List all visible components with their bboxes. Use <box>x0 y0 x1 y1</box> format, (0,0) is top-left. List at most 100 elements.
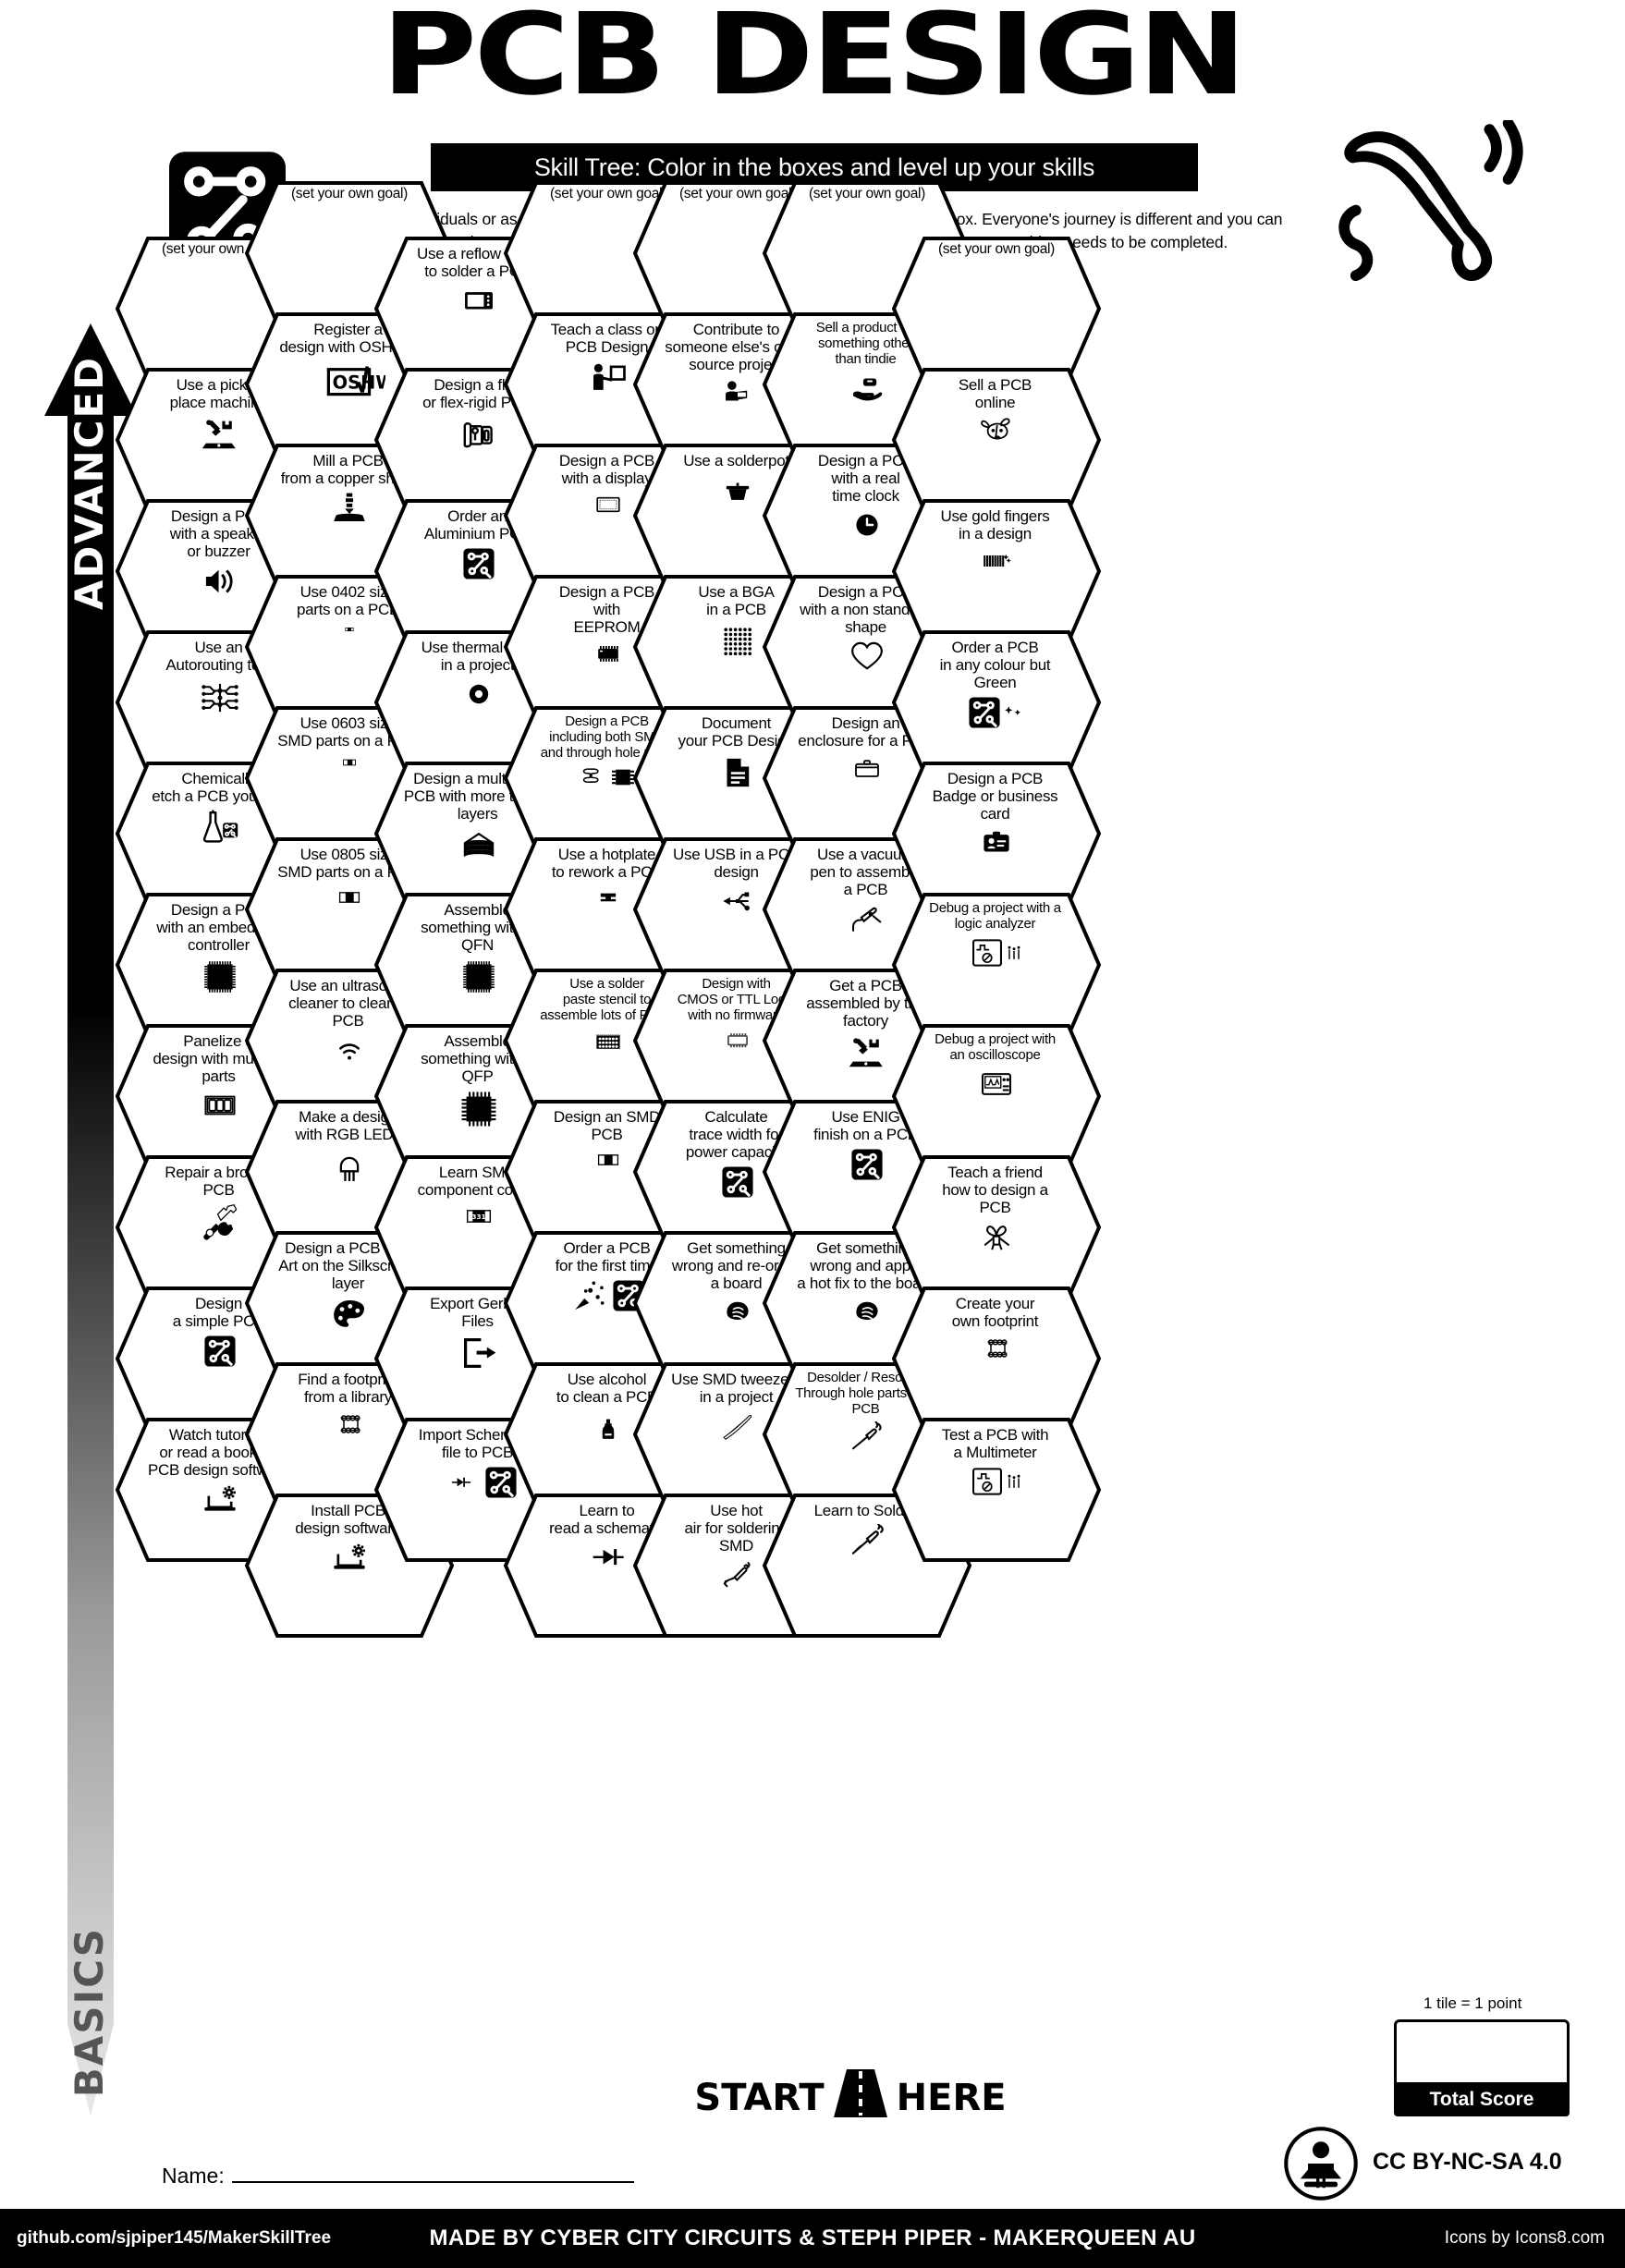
skill-tile[interactable]: Test a PCB with a Multimeter <box>891 1417 1102 1563</box>
skill-tile-line: and through hole parts <box>540 744 674 761</box>
oshw-logo-icon: OSHW <box>313 360 385 399</box>
svg-text:331: 331 <box>471 1213 485 1221</box>
skill-tile-label: Debug a project with a logic analyzer <box>915 900 1076 933</box>
skill-tile[interactable]: Create your own footprint <box>891 1286 1102 1432</box>
skill-tile-line: Use 0805 size <box>299 846 397 863</box>
skill-tile-line: own footprint <box>951 1312 1039 1331</box>
skill-tile-label: Design a simple PCB <box>139 1295 299 1330</box>
skill-tile-line: or flex-rigid PCB <box>422 394 532 412</box>
skill-tile-line: SMD parts on a PCB <box>277 863 419 882</box>
smd-0402-icon <box>339 623 360 636</box>
skill-tile-line: place machine <box>169 394 268 412</box>
gift-icon <box>972 1221 1020 1258</box>
skill-tile-line: Use a solder <box>569 976 644 992</box>
skill-tile-line: with RGB LEDs <box>295 1126 401 1144</box>
skill-tile-label: Contribute to someone else's open source p… <box>656 321 817 373</box>
skill-tile-label: Order an Aluminium PCB <box>397 507 558 543</box>
skill-tile[interactable]: Debug a project with a logic analyzer <box>891 892 1102 1038</box>
skill-tile-line: CMOS or TTL Logic <box>677 991 796 1007</box>
oscilloscope-icon <box>974 1068 1019 1100</box>
skill-tile-line: a PCB <box>843 881 888 899</box>
facepalm-icon <box>719 1297 756 1326</box>
skill-tile-line: Assemble <box>444 901 511 919</box>
qfn-chip-icon <box>460 958 497 995</box>
bga-icon <box>719 623 756 660</box>
skill-tile-label: Register a design with OSHWA <box>268 321 429 356</box>
name-input-line[interactable] <box>231 2163 634 2183</box>
skill-tile[interactable]: Order a PCB in any colour but Green <box>891 629 1102 775</box>
skill-tile-line: QFN <box>461 936 494 955</box>
skill-tile-line: from a library <box>304 1388 392 1407</box>
skill-tile-label: Use a pick & place machine <box>139 376 299 411</box>
tindie-robot-icon <box>973 416 1020 449</box>
skill-tile-label: Teach a friend how to design a PCB <box>915 1164 1076 1216</box>
skill-tile-label: Design a PCB with a speaker or buzzer <box>139 507 299 560</box>
skill-tile-line: Use a BGA <box>698 583 775 601</box>
start-here-marker: START HERE <box>684 2069 1017 2126</box>
skill-tile-label: (set your own goal) <box>526 186 690 201</box>
skill-tile-label: Design a PCB including both SMD and throug… <box>527 713 688 761</box>
skill-tile-label: Use SMD tweezers in a project <box>656 1371 817 1406</box>
vacuum-pen-icon <box>846 903 888 934</box>
skill-tile-line: from a copper sheet <box>280 469 416 488</box>
skill-tile-line: to rework a PCB <box>551 863 663 882</box>
skill-tile-line: Contribute to <box>692 321 780 338</box>
skill-tile-line: Art on the Silkscreen <box>278 1257 418 1275</box>
document-icon <box>721 754 754 791</box>
name-label: Name: <box>162 2164 225 2188</box>
skill-tile-label: Use gold fingers in a design <box>915 507 1076 543</box>
footer-icons-credit[interactable]: Icons by Icons8.com <box>1444 2228 1605 2248</box>
skill-tile-line: something other <box>817 335 914 351</box>
export-icon <box>460 1335 497 1372</box>
usb-icon <box>716 885 759 917</box>
flex-pcb-icon <box>459 416 498 453</box>
skill-tile-label: Order a PCB in any colour but Green <box>915 639 1076 691</box>
skill-tile[interactable]: (set your own goal) <box>891 236 1102 382</box>
start-label: START <box>694 2077 825 2119</box>
skill-tile-line: power capacity <box>685 1143 788 1162</box>
hot-air-icon <box>717 1559 758 1591</box>
skill-tile-line: source project <box>689 356 784 374</box>
dip-outline-icon <box>715 1028 761 1054</box>
skill-tile[interactable]: Sell a PCB online <box>891 367 1102 513</box>
skill-tile-line: Use alcohol <box>567 1371 647 1388</box>
speaker-icon <box>201 565 239 598</box>
skill-tile-line: Use 0402 size <box>299 583 397 601</box>
skill-tile-line: a board <box>710 1274 763 1293</box>
skill-tile-label: Design a PCB with EEPROM <box>527 583 688 636</box>
total-score-label: Total Score <box>1394 2082 1570 2116</box>
skill-tile-line: Design a PCB <box>947 770 1044 787</box>
skill-tile-line: Order a PCB <box>951 639 1039 656</box>
skill-tile-label: (set your own goal) <box>267 186 432 201</box>
skill-tile-line: EEPROM <box>573 618 641 637</box>
here-label: HERE <box>896 2077 1007 2119</box>
hotplate-icon <box>590 885 627 908</box>
led-icon <box>332 1148 367 1185</box>
footer-repo-link[interactable]: github.com/sjpiper145/MakerSkillTree <box>17 2228 332 2248</box>
smd-0805-icon <box>326 885 373 909</box>
dip-chip-icon <box>584 640 632 668</box>
skill-tile-label: Install PCB design software <box>268 1502 429 1537</box>
skill-tile[interactable]: Debug a project with an oscilloscope <box>891 1023 1102 1169</box>
skill-tile-label: Order a PCB for the first time <box>527 1239 688 1274</box>
skill-tile[interactable]: Design a PCB Badge or business card <box>891 761 1102 907</box>
footprint-icon <box>972 1335 1020 1362</box>
skill-tile-line: with no firmware <box>688 1006 785 1023</box>
skill-tile-label: (set your own goal) <box>655 186 820 201</box>
resistor-331-icon: 331 <box>454 1203 504 1229</box>
skill-tile-line: component codes <box>417 1181 538 1200</box>
skill-tile-line: Use a vacuum <box>816 846 915 863</box>
skill-tile[interactable]: Use gold fingers in a design <box>891 498 1102 644</box>
skill-tile-line: to solder a PCB <box>424 262 531 281</box>
skill-tile-label: Use USB in a PCB design <box>656 846 817 881</box>
clock-icon <box>851 509 883 541</box>
skill-tile-label: Teach a class on PCB Design <box>527 321 688 356</box>
skill-tile-line: Repair a broken <box>165 1164 273 1181</box>
skill-tile-label: Assemble something with a QFN <box>397 901 558 954</box>
skill-tile[interactable]: Teach a friend how to design a PCB <box>891 1154 1102 1300</box>
name-field[interactable]: Name: <box>162 2163 634 2189</box>
skill-tile-line: Use ENIG <box>831 1108 900 1126</box>
skill-tree-grid: (set your own goal) Use a pick & place ma… <box>115 181 1102 1638</box>
footer-credit: MADE BY CYBER CITY CIRCUITS & STEPH PIPE… <box>429 2225 1196 2250</box>
skill-tile-line: time clock <box>832 487 899 506</box>
